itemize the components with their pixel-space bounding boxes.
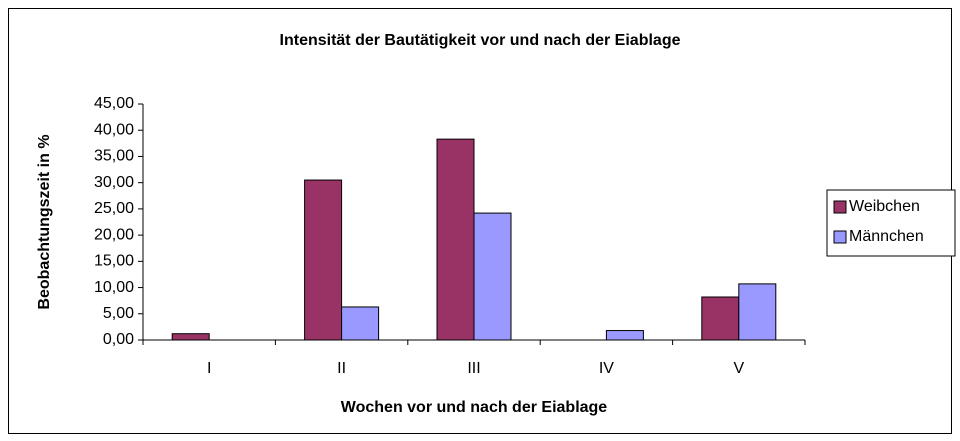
bar <box>304 179 343 341</box>
y-tick-label: 5,00 <box>103 305 134 322</box>
x-tick-label: IV <box>599 360 614 377</box>
y-tick-label: 30,00 <box>94 174 134 191</box>
legend-swatch <box>833 230 847 244</box>
legend-label: Weibchen <box>849 198 920 215</box>
bar <box>171 333 210 341</box>
bar <box>341 306 380 341</box>
x-tick-label: III <box>467 360 480 377</box>
bar <box>701 296 740 341</box>
y-tick-label: 20,00 <box>94 226 134 243</box>
y-tick-label: 40,00 <box>94 121 134 138</box>
y-tick-label: 15,00 <box>94 253 134 270</box>
chart-title: Intensität der Bautätigkeit vor und nach… <box>280 32 681 49</box>
y-tick-label: 10,00 <box>94 279 134 296</box>
legend-box <box>826 189 956 257</box>
legend-swatch <box>833 200 847 214</box>
x-tick-label: I <box>207 360 211 377</box>
y-tick-label: 35,00 <box>94 148 134 165</box>
y-tick-label: 0,00 <box>103 331 134 348</box>
legend-label: Männchen <box>849 228 924 245</box>
y-tick-label: 25,00 <box>94 200 134 217</box>
bar <box>738 283 777 341</box>
x-tick-label: II <box>337 360 346 377</box>
x-tick-label: V <box>733 360 744 377</box>
bar <box>436 138 475 341</box>
y-axis-title: Beobachtungszeit in % <box>36 134 53 309</box>
x-axis-title: Wochen vor und nach der Eiablage <box>341 399 608 416</box>
bar <box>473 212 512 341</box>
y-tick-label: 45,00 <box>94 95 134 112</box>
bar <box>605 330 644 341</box>
